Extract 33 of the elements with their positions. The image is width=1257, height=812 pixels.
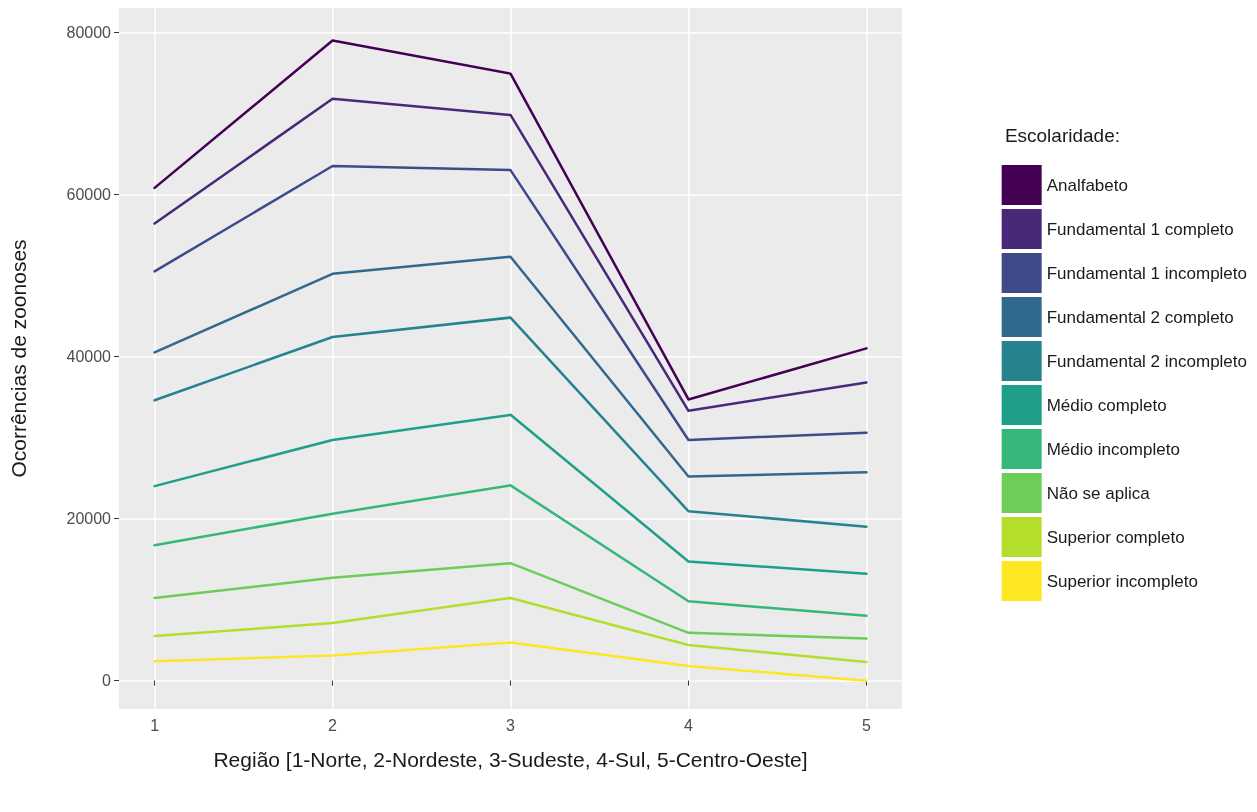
legend-label: Fundamental 2 incompleto [1046,351,1247,371]
y-tick-label: 40000 [66,347,112,365]
line-series [153,255,868,478]
line-series [153,97,868,413]
legend-title: Escolaridade: [1004,125,1120,146]
legend-label: Fundamental 1 incompleto [1046,263,1247,283]
legend-label: Médio incompleto [1046,439,1180,459]
line-series [153,413,868,575]
line-series [153,164,868,442]
line-series [153,484,868,618]
y-tick-label: 60000 [66,185,112,203]
legend-label: Analfabeto [1046,175,1128,195]
x-axis-title: Região [1-Norte, 2-Nordeste, 3-Sudeste, 4-Sul, 5-Centro-Oeste] [213,748,808,771]
legend-label: Médio completo [1046,395,1167,415]
line-series [153,561,868,640]
line-series [153,316,868,528]
x-tick-label: 2 [328,716,338,734]
legend-label: Não se aplica [1046,483,1151,503]
x-tick-label: 1 [150,716,160,734]
x-tick-label: 5 [861,716,871,734]
line-series [153,596,868,664]
legend-label: Superior completo [1046,527,1185,547]
line-series [153,39,868,401]
x-tick-label: 3 [506,716,516,734]
legend-label: Fundamental 1 completo [1046,219,1234,239]
y-tick-label: 80000 [66,23,112,41]
y-axis-title: Ocorrências de zoonoses [7,239,30,478]
legend-label: Superior incompleto [1046,571,1198,591]
x-tick-label: 4 [684,716,693,734]
y-tick-label: 0 [102,672,112,690]
legend-label: Fundamental 2 completo [1046,307,1234,327]
y-tick-label: 20000 [66,510,112,528]
line-series [153,641,868,682]
